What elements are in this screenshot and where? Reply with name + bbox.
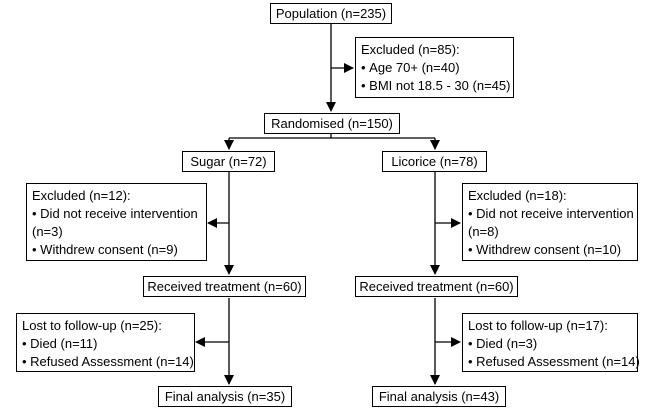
sugar-excluded-item: Withdrew consent (n=9) bbox=[32, 241, 201, 259]
licorice-final-label: Final analysis (n=43) bbox=[378, 388, 500, 404]
licorice-excluded-item: Did not receive intervention bbox=[468, 205, 634, 223]
excluded-initial-item: BMI not 18.5 - 30 (n=45) bbox=[361, 77, 510, 95]
licorice-excluded-item: Withdrew consent (n=10) bbox=[468, 241, 632, 259]
population-box: Population (n=235) bbox=[270, 3, 392, 24]
sugar-received-label: Received treatment (n=60) bbox=[147, 278, 302, 294]
licorice-excluded-box: Excluded (n=18): Did not receive interve… bbox=[462, 183, 638, 261]
licorice-lost-title: Lost to follow-up (n=17): bbox=[468, 318, 608, 333]
sugar-excluded-item: Did not receive intervention bbox=[32, 205, 201, 223]
sugar-lost-item: Refused Assessment (n=14) bbox=[22, 353, 194, 371]
sugar-received-box: Received treatment (n=60) bbox=[143, 276, 306, 297]
excluded-initial-box: Excluded (n=85): Age 70+ (n=40) BMI not … bbox=[355, 37, 514, 98]
randomised-label: Randomised (n=150) bbox=[271, 115, 393, 131]
licorice-received-label: Received treatment (n=60) bbox=[359, 278, 514, 294]
sugar-excluded-title: Excluded (n=12): bbox=[32, 188, 131, 203]
sugar-lost-item: Died (n=11) bbox=[22, 335, 189, 353]
sugar-excluded-box: Excluded (n=12): Did not receive interve… bbox=[26, 183, 207, 261]
licorice-final-box: Final analysis (n=43) bbox=[372, 386, 506, 407]
sugar-final-box: Final analysis (n=35) bbox=[158, 386, 292, 407]
sugar-lost-title: Lost to follow-up (n=25): bbox=[22, 318, 162, 333]
licorice-excluded-item: (n=8) bbox=[468, 224, 499, 239]
licorice-group-label: Licorice (n=78) bbox=[391, 153, 478, 169]
population-label: Population (n=235) bbox=[275, 5, 387, 21]
sugar-group-box: Sugar (n=72) bbox=[182, 151, 275, 172]
licorice-received-box: Received treatment (n=60) bbox=[355, 276, 518, 297]
excluded-initial-title: Excluded (n=85): bbox=[361, 42, 460, 57]
sugar-group-label: Sugar (n=72) bbox=[190, 153, 267, 169]
licorice-group-box: Licorice (n=78) bbox=[382, 151, 487, 172]
sugar-lost-box: Lost to follow-up (n=25): Died (n=11) Re… bbox=[16, 313, 195, 372]
licorice-excluded-title: Excluded (n=18): bbox=[468, 188, 567, 203]
randomised-box: Randomised (n=150) bbox=[264, 113, 400, 134]
excluded-initial-item: Age 70+ (n=40) bbox=[361, 59, 508, 77]
licorice-lost-box: Lost to follow-up (n=17): Died (n=3) Ref… bbox=[462, 313, 640, 372]
licorice-lost-item: Refused Assessment (n=14) bbox=[468, 353, 640, 371]
sugar-final-label: Final analysis (n=35) bbox=[164, 388, 286, 404]
sugar-excluded-item: (n=3) bbox=[32, 224, 63, 239]
licorice-lost-item: Died (n=3) bbox=[468, 335, 632, 353]
